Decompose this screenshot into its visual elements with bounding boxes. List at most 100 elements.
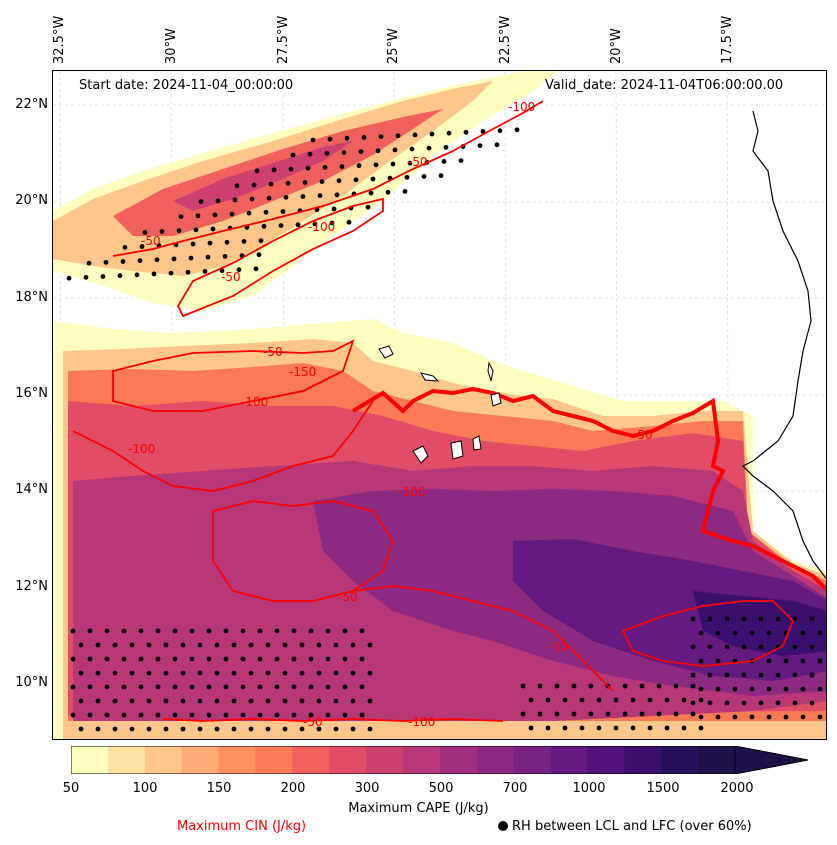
contour-label: -50 bbox=[633, 428, 653, 442]
rh-stipple-dot bbox=[197, 726, 203, 732]
lat-label-16n: 16°N bbox=[15, 386, 48, 401]
rh-stipple-dot bbox=[271, 167, 277, 173]
rh-stipple-dot bbox=[121, 712, 127, 718]
rh-stipple-dot bbox=[690, 700, 696, 706]
rh-stipple-dot bbox=[375, 148, 381, 154]
rh-stipple-dot bbox=[190, 241, 196, 247]
colorbar-segment bbox=[107, 746, 146, 774]
rh-stipple-dot bbox=[87, 656, 93, 662]
rh-stipple-dot bbox=[368, 190, 374, 196]
rh-stipple-dot bbox=[206, 628, 212, 634]
rh-stipple-dot bbox=[70, 628, 76, 634]
rh-stipple-dot bbox=[324, 150, 330, 156]
rh-stipple-dot bbox=[265, 726, 271, 732]
rh-stipple-dot bbox=[681, 697, 687, 703]
rh-stipple-dot bbox=[206, 684, 212, 690]
rh-stipple-dot bbox=[231, 642, 237, 648]
rh-stipple-dot bbox=[367, 642, 373, 648]
rh-stipple-dot bbox=[70, 684, 76, 690]
rh-stipple-dot bbox=[163, 642, 169, 648]
rh-stipple-dot bbox=[231, 726, 237, 732]
rh-stipple-dot bbox=[317, 193, 323, 199]
rh-stipple-dot bbox=[299, 642, 305, 648]
contour-label: -50 bbox=[221, 270, 241, 284]
rh-stipple-dot bbox=[197, 670, 203, 676]
rh-stipple-dot bbox=[248, 698, 254, 704]
rh-stipple-dot bbox=[168, 270, 174, 276]
rh-stipple-dot bbox=[112, 642, 118, 648]
rh-stipple-dot bbox=[104, 712, 110, 718]
colorbar-tick: 300 bbox=[354, 781, 380, 796]
rh-stipple-dot bbox=[155, 656, 161, 662]
rh-stipple-dot bbox=[545, 725, 551, 731]
rh-stipple-dot bbox=[809, 616, 815, 622]
rh-stipple-dot bbox=[214, 670, 220, 676]
contour-label: -100 bbox=[241, 395, 268, 409]
rh-stipple-dot bbox=[138, 628, 144, 634]
colorbar-segment bbox=[698, 746, 736, 774]
cape-fill-main-l7 bbox=[693, 591, 826, 656]
rh-stipple-dot bbox=[112, 670, 118, 676]
rh-stipple-dot bbox=[206, 712, 212, 718]
rh-stipple-dot bbox=[197, 698, 203, 704]
rh-stipple-dot bbox=[579, 725, 585, 731]
rh-stipple-dot bbox=[732, 686, 738, 692]
rh-stipple-dot bbox=[129, 642, 135, 648]
legend-rh: RH between LCL and LFC (over 60%) bbox=[498, 819, 752, 834]
rh-stipple-dot bbox=[223, 628, 229, 634]
rh-stipple-dot bbox=[223, 712, 229, 718]
colorbar-tick: 700 bbox=[502, 781, 528, 796]
rh-stipple-dot bbox=[622, 683, 628, 689]
rh-stipple-dot bbox=[283, 194, 289, 200]
rh-stipple-dot bbox=[613, 725, 619, 731]
rh-stipple-dot bbox=[195, 213, 201, 219]
rh-stipple-dot bbox=[159, 229, 165, 234]
rh-stipple-dot bbox=[342, 656, 348, 662]
rh-stipple-dot bbox=[333, 642, 339, 648]
colorbar-segment bbox=[661, 746, 699, 774]
rh-stipple-dot bbox=[325, 656, 331, 662]
rh-stipple-dot bbox=[715, 714, 721, 720]
rh-stipple-dot bbox=[155, 628, 161, 634]
rh-stipple-dot bbox=[741, 700, 747, 706]
rh-stipple-dot bbox=[783, 686, 789, 692]
rh-stipple-dot bbox=[146, 698, 152, 704]
rh-stipple-dot bbox=[783, 658, 789, 664]
colorbar-segment bbox=[144, 746, 183, 774]
rh-stipple-dot bbox=[395, 133, 401, 139]
rh-stipple-dot bbox=[385, 189, 391, 195]
colorbar-segment bbox=[550, 746, 588, 774]
cape-colorbar bbox=[71, 746, 808, 774]
rh-stipple-dot bbox=[117, 273, 123, 279]
rh-stipple-dot bbox=[325, 628, 331, 634]
colorbar-title: Maximum CAPE (J/kg) bbox=[348, 801, 489, 816]
rh-stipple-dot bbox=[367, 670, 373, 676]
rh-stipple-dot bbox=[263, 209, 269, 215]
rh-stipple-dot bbox=[528, 697, 534, 703]
rh-stipple-dot bbox=[333, 698, 339, 704]
rh-stipple-dot bbox=[800, 630, 806, 636]
rh-stipple-dot bbox=[800, 658, 806, 664]
rh-stipple-dot bbox=[698, 686, 704, 692]
rh-stipple-dot bbox=[274, 656, 280, 662]
rh-stipple-dot bbox=[426, 145, 432, 151]
lat-label-10n: 10°N bbox=[15, 675, 48, 690]
lon-label-30w: 30°W bbox=[164, 28, 179, 64]
rh-stipple-dot bbox=[282, 670, 288, 676]
lat-label-12n: 12°N bbox=[15, 579, 48, 594]
rh-stipple-dot bbox=[792, 700, 798, 706]
map-panel: -50 -50 -50 -100 -100 -100 -100 -100 -10… bbox=[52, 70, 827, 740]
rh-stipple-dot bbox=[223, 684, 229, 690]
rh-stipple-dot bbox=[87, 712, 93, 718]
rh-stipple-dot bbox=[291, 684, 297, 690]
rh-stipple-dot bbox=[339, 164, 345, 169]
rh-stipple-dot bbox=[87, 628, 93, 634]
rh-stipple-dot bbox=[732, 630, 738, 636]
rh-stipple-dot bbox=[308, 656, 314, 662]
rh-stipple-dot bbox=[732, 714, 738, 720]
rh-stipple-dot bbox=[310, 137, 316, 143]
colorbar-segment bbox=[181, 746, 220, 774]
rh-stipple-dot bbox=[265, 642, 271, 648]
rh-stipple-dot bbox=[817, 714, 823, 720]
rh-stipple-dot bbox=[698, 714, 704, 720]
